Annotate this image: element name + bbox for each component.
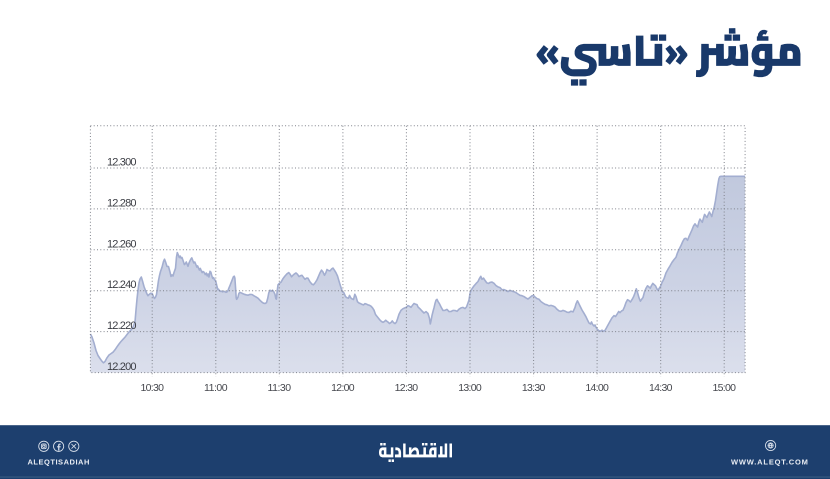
svg-text:10:30: 10:30 (140, 382, 164, 394)
svg-text:12.300: 12.300 (107, 157, 137, 169)
svg-text:12.240: 12.240 (107, 279, 137, 291)
svg-text:13:30: 13:30 (522, 382, 546, 394)
svg-text:ALEQTISADIAH: ALEQTISADIAH (28, 457, 92, 466)
svg-text:12.280: 12.280 (107, 197, 137, 209)
svg-text:12.200: 12.200 (107, 361, 137, 373)
svg-text:11:00: 11:00 (204, 382, 228, 394)
svg-text:12.220: 12.220 (107, 320, 137, 332)
svg-text:12.260: 12.260 (107, 238, 137, 250)
svg-text:12:00: 12:00 (331, 382, 355, 394)
svg-text:11:30: 11:30 (268, 382, 292, 394)
svg-text:14:00: 14:00 (585, 382, 609, 394)
svg-text:WWW.ALEQT.COM: WWW.ALEQT.COM (731, 457, 810, 466)
svg-text:13:00: 13:00 (458, 382, 482, 394)
svg-text:14:30: 14:30 (649, 382, 673, 394)
svg-text:15:00: 15:00 (712, 382, 736, 394)
svg-text:12:30: 12:30 (395, 382, 419, 394)
